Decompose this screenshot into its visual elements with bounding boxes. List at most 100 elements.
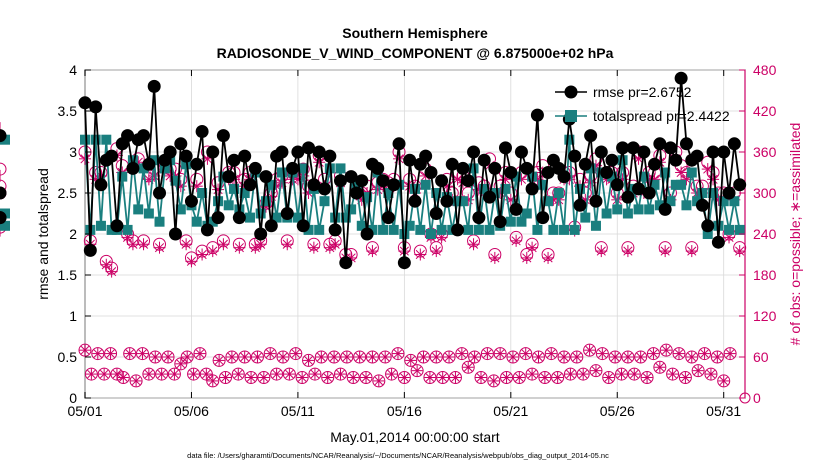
low-obs-ring	[308, 367, 322, 381]
low-obs-ring	[231, 367, 245, 381]
totalspread-point	[378, 224, 389, 235]
low-obs-ring	[570, 350, 584, 364]
low-obs-ring	[519, 347, 533, 361]
low-obs-star-stroke	[99, 369, 109, 379]
low-obs-star	[654, 361, 666, 373]
low-obs-point	[263, 347, 277, 361]
low-obs-point	[142, 367, 156, 381]
low-obs-ring	[276, 350, 290, 364]
low-obs-star-stroke	[719, 376, 728, 386]
totalspread-point	[314, 224, 325, 235]
low-obs-point	[500, 371, 514, 384]
obs-assimilated-point-stroke	[282, 239, 292, 249]
low-obs-star-stroke	[182, 352, 192, 362]
x-tick-label: 05/26	[600, 403, 635, 419]
rmse-point	[302, 141, 316, 155]
totalspread-point	[569, 224, 580, 235]
totalspread-point	[229, 183, 240, 194]
low-obs-star	[360, 372, 372, 383]
totalspread-point	[292, 212, 303, 223]
legend-rmse-label: rmse pr=2.6752	[593, 84, 692, 100]
y2-tick-label: 300	[753, 185, 777, 201]
low-obs-star-stroke	[700, 349, 709, 358]
legend-totalspread-label: totalspread pr=2.4422	[593, 108, 730, 124]
low-obs-star	[220, 372, 232, 383]
low-obs-point	[608, 350, 622, 364]
rmse-point	[163, 145, 177, 159]
obs-assimilated-point	[526, 241, 539, 254]
low-obs-ring	[423, 371, 437, 384]
rmse-point	[541, 166, 555, 179]
y-axis-label: rmse and totalspread	[35, 168, 51, 300]
obs-assimilated-point	[180, 238, 193, 251]
rmse-point	[727, 137, 741, 151]
low-obs-star-stroke	[508, 352, 518, 362]
low-obs-point	[653, 360, 667, 374]
rmse-point	[392, 137, 406, 151]
low-obs-point	[276, 350, 290, 364]
low-obs-star	[143, 368, 155, 380]
low-obs-ring	[589, 364, 603, 378]
low-obs-point	[84, 367, 98, 381]
low-obs-ring	[346, 371, 360, 384]
rmse-point	[594, 145, 608, 159]
low-obs-star	[156, 368, 168, 380]
axis-ticks: 05/01 05/06 05/11 05/16 05/21 05/26 05/31 0 0.5 1…	[58, 62, 777, 419]
totalspread-point	[122, 224, 133, 235]
y-tick-label: 4	[69, 62, 77, 78]
totalspread-point	[383, 188, 394, 198]
rmse-point	[94, 178, 108, 192]
legend-totalspread-marker	[565, 110, 577, 122]
low-obs-star-stroke	[470, 352, 479, 362]
rmse-point	[642, 186, 656, 200]
obs-assimilated-point	[281, 238, 294, 251]
low-obs-point	[385, 367, 399, 381]
low-obs-star	[303, 354, 315, 366]
low-obs-ring	[187, 367, 201, 381]
rmse-point	[248, 161, 262, 175]
obs-assimilated-point-stroke	[373, 184, 383, 195]
low-obs-ring	[691, 364, 705, 378]
obs-assimilated-point	[366, 245, 379, 258]
low-obs-star	[117, 372, 129, 383]
low-obs-star-stroke	[329, 352, 339, 362]
totalspread-point	[436, 224, 447, 235]
low-obs-point	[193, 347, 207, 361]
rmse-point	[461, 174, 475, 188]
low-obs-star	[449, 372, 461, 383]
low-obs-ring	[678, 371, 692, 384]
totalspread-point	[271, 212, 282, 223]
low-obs-point	[372, 374, 386, 388]
low-obs-ring	[212, 353, 226, 367]
low-obs-star-stroke	[489, 376, 499, 386]
obs-assimilated-point	[249, 241, 262, 254]
data-file-footnote: data file: /Users/gharamti/Documents/NCA…	[187, 451, 609, 460]
low-obs-star-stroke	[285, 369, 294, 379]
totalspread-point	[245, 212, 255, 223]
low-obs-star	[552, 372, 564, 383]
y-tick-label: 3.5	[58, 103, 78, 119]
totalspread-point	[138, 163, 149, 174]
rmse-point	[280, 207, 294, 220]
obs-assimilated-point-stroke	[186, 256, 197, 266]
low-obs-star-stroke	[623, 352, 633, 362]
low-obs-point	[270, 367, 284, 381]
totalspread-point	[516, 216, 527, 227]
low-obs-star-stroke	[400, 373, 409, 382]
low-obs-ring	[698, 347, 712, 361]
low-obs-ring	[193, 347, 207, 361]
obs-assimilated-point-stroke	[527, 243, 537, 253]
obs-assimilated-point-stroke	[543, 253, 553, 263]
low-obs-point	[250, 350, 264, 364]
low-obs-star-stroke	[253, 352, 262, 362]
totalspread-point	[319, 196, 330, 207]
low-obs-point	[135, 347, 149, 361]
low-obs-point	[365, 350, 379, 364]
low-obs-star	[660, 344, 672, 356]
low-obs-point	[417, 350, 431, 364]
rmse-point	[467, 145, 481, 159]
obs-assimilated-point-stroke	[208, 246, 218, 256]
rmse-point	[435, 174, 449, 188]
totalspread-point	[101, 134, 112, 145]
low-obs-point	[448, 371, 462, 384]
